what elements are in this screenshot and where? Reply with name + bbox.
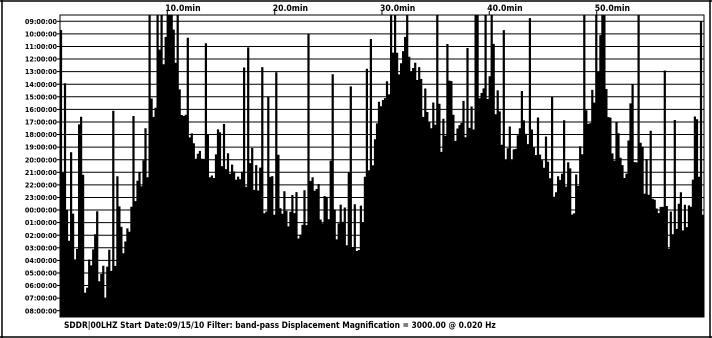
y-axis-label: 04:00:00 (25, 256, 58, 265)
x-axis-tick-label: 10.0min (165, 4, 200, 14)
y-axis-label: 19:00:00 (25, 143, 58, 152)
x-axis-tick-label: 50.0min (595, 4, 630, 14)
trace-waveform (59, 15, 705, 317)
y-axis-label: 18:00:00 (25, 130, 58, 139)
chart-footer: SDDR|00LHZ Start Date:09/15/10 Filter: b… (64, 320, 496, 330)
y-axis-label: 13:00:00 (25, 67, 58, 76)
y-axis-label: 22:00:00 (25, 181, 58, 190)
y-axis-label: 16:00:00 (25, 105, 58, 114)
y-axis-label: 07:00:00 (25, 294, 58, 303)
y-axis-label: 17:00:00 (25, 118, 58, 127)
y-axis-label: 10:00:00 (25, 30, 58, 39)
y-axis-label: 01:00:00 (25, 218, 58, 227)
y-axis-label: 12:00:00 (25, 55, 58, 64)
y-axis-labels: 09:00:00 10:00:00 11:00:00 12:00:00 13:00:00… (25, 17, 60, 315)
y-axis-label: 02:00:00 (25, 231, 58, 240)
x-axis-ticks: 10.0min 20.0min 30.0min 40.0min 50.0min (165, 4, 630, 15)
y-axis-label: 23:00:00 (25, 193, 58, 202)
x-axis-tick-label: 40.0min (487, 4, 522, 14)
y-axis-label: 08:00:00 (25, 306, 58, 315)
y-axis-label: 15:00:00 (25, 92, 58, 101)
y-axis-label: 11:00:00 (25, 42, 58, 51)
y-axis-label: 03:00:00 (25, 243, 58, 252)
y-axis-label: 14:00:00 (25, 80, 58, 89)
y-axis-label: 00:00:00 (25, 206, 58, 215)
y-axis-label: 20:00:00 (25, 155, 58, 164)
y-axis-label: 05:00:00 (25, 269, 58, 278)
x-axis-tick-label: 20.0min (273, 4, 308, 14)
y-axis-label: 09:00:00 (25, 17, 58, 26)
seismic-traces (59, 15, 705, 317)
y-axis-label: 06:00:00 (25, 281, 58, 290)
x-axis-tick-label: 30.0min (380, 4, 415, 14)
y-axis-label: 21:00:00 (25, 168, 58, 177)
